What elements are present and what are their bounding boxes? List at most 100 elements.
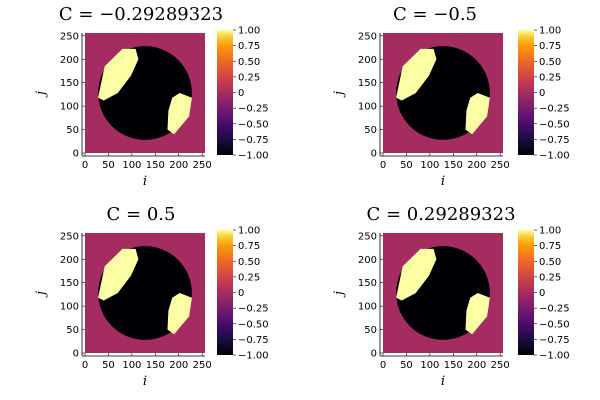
y-axis-label: j <box>332 91 347 98</box>
colorbar-tick-label: 0.75 <box>238 41 260 52</box>
y-axis-label: j <box>34 291 49 298</box>
x-tick-label: 200 <box>169 360 188 371</box>
panel-title: C = 0.29289323 <box>366 204 515 225</box>
y-tick-label: 200 <box>60 55 79 66</box>
colorbar-tick-label: 0.25 <box>539 72 561 83</box>
y-tick-label: 0 <box>371 149 377 160</box>
heatmap-upper-left-lobe <box>396 48 437 101</box>
y-tick-label: 50 <box>364 125 377 136</box>
colorbar-tick-label: 1.00 <box>238 226 260 237</box>
colorbar-tick-label: −0.25 <box>539 104 570 115</box>
y-tick-label: 100 <box>60 302 79 313</box>
heatmap-panel-1: 0 50 100 150 200 250 0 50 100 150 200 250 i j C = −0.2… <box>34 4 269 189</box>
colorbar-tick-label: 0 <box>539 88 545 99</box>
colorbar-tick-label: −0.25 <box>238 104 269 115</box>
colorbar-tick-label: −0.50 <box>539 319 570 330</box>
heatmap-right-lobe <box>167 293 192 335</box>
x-tick-label: 200 <box>169 160 188 171</box>
y-tick-label: 50 <box>364 325 377 336</box>
colorbar-tick-label: −0.25 <box>238 304 269 315</box>
y-tick-label: 0 <box>73 349 79 360</box>
colorbar-tick-label: −0.50 <box>238 319 269 330</box>
x-tick-label: 200 <box>467 360 486 371</box>
heatmap-upper-left-lobe <box>98 48 139 101</box>
colorbar-tick-label: −0.75 <box>238 135 269 146</box>
colorbar-tick-label: 0.25 <box>238 272 260 283</box>
x-tick-label: 50 <box>400 360 413 371</box>
colorbar-tick-label: 0 <box>238 288 244 299</box>
heatmap-panel-4: 0 50 100 150 200 250 0 50 100 150 200 250 i j C = 0.29… <box>332 204 570 389</box>
colorbar-tick-label: −1.00 <box>238 351 269 362</box>
colorbar-tick-label: 0.25 <box>539 272 561 283</box>
colorbar-tick-label: −0.75 <box>539 135 570 146</box>
x-tick-label: 100 <box>122 360 141 371</box>
panel-title: C = 0.5 <box>107 204 176 225</box>
x-tick-label: 150 <box>146 360 165 371</box>
y-tick-label: 250 <box>60 31 79 42</box>
y-tick-label: 250 <box>60 231 79 242</box>
y-tick-label: 50 <box>66 325 79 336</box>
heatmap-upper-left-lobe <box>396 248 437 301</box>
x-tick-label: 250 <box>491 360 510 371</box>
colorbar-tick-label: 0.50 <box>539 57 561 68</box>
heatmap-panel-3: 0 50 100 150 200 250 0 50 100 150 200 250 i j C = 0.5 1… <box>34 204 269 389</box>
x-tick-label: 0 <box>380 360 386 371</box>
colorbar <box>518 30 534 155</box>
colorbar-tick-label: −1.00 <box>539 351 570 362</box>
colorbar-tick-label: 0.50 <box>539 257 561 268</box>
x-tick-label: 250 <box>193 160 212 171</box>
y-axis-label: j <box>34 91 49 98</box>
x-tick-label: 100 <box>420 160 439 171</box>
panel-title: C = −0.29289323 <box>59 4 223 25</box>
x-tick-label: 50 <box>102 360 115 371</box>
x-axis-label: i <box>143 174 147 189</box>
y-tick-label: 100 <box>60 102 79 113</box>
colorbar-tick-label: 0.50 <box>238 57 260 68</box>
colorbar-tick-label: 0.75 <box>539 41 561 52</box>
colorbar-tick-label: 0 <box>238 88 244 99</box>
x-tick-label: 100 <box>420 360 439 371</box>
x-axis-label: i <box>441 174 445 189</box>
colorbar-tick-label: 0.25 <box>238 72 260 83</box>
y-tick-label: 250 <box>358 31 377 42</box>
colorbar-tick-label: −0.75 <box>238 335 269 346</box>
y-tick-label: 150 <box>358 78 377 89</box>
panel-title: C = −0.5 <box>393 4 477 25</box>
heatmap-right-lobe <box>465 93 490 135</box>
y-tick-label: 0 <box>371 349 377 360</box>
colorbar-tick-label: 0.50 <box>238 257 260 268</box>
y-axis-label: j <box>332 291 347 298</box>
x-tick-label: 0 <box>82 160 88 171</box>
y-tick-label: 250 <box>358 231 377 242</box>
heatmap-upper-left-lobe <box>98 248 139 301</box>
colorbar-tick-label: 1.00 <box>539 26 561 37</box>
y-tick-label: 100 <box>358 102 377 113</box>
y-tick-label: 200 <box>358 55 377 66</box>
colorbar-tick-label: 1.00 <box>238 26 260 37</box>
colorbar-tick-label: 0.75 <box>539 241 561 252</box>
x-tick-label: 250 <box>491 160 510 171</box>
heatmap-panel-2: 0 50 100 150 200 250 0 50 100 150 200 250 i j C = −0.5… <box>332 4 570 189</box>
y-tick-label: 100 <box>358 302 377 313</box>
x-tick-label: 150 <box>444 160 463 171</box>
y-tick-label: 50 <box>66 125 79 136</box>
x-tick-label: 250 <box>193 360 212 371</box>
colorbar-tick-label: −1.00 <box>238 151 269 162</box>
x-tick-label: 50 <box>102 160 115 171</box>
colorbar-tick-label: −1.00 <box>539 151 570 162</box>
x-tick-label: 100 <box>122 160 141 171</box>
x-axis-label: i <box>441 374 445 389</box>
y-tick-label: 150 <box>358 278 377 289</box>
colorbar-tick-label: −0.50 <box>539 119 570 130</box>
x-tick-label: 50 <box>400 160 413 171</box>
y-tick-label: 200 <box>60 255 79 266</box>
heatmap-right-lobe <box>167 93 192 135</box>
colorbar-tick-label: −0.25 <box>539 304 570 315</box>
x-tick-label: 200 <box>467 160 486 171</box>
x-tick-label: 0 <box>82 360 88 371</box>
x-axis-label: i <box>143 374 147 389</box>
colorbar <box>217 230 233 355</box>
y-tick-label: 0 <box>73 149 79 160</box>
y-tick-label: 150 <box>60 278 79 289</box>
